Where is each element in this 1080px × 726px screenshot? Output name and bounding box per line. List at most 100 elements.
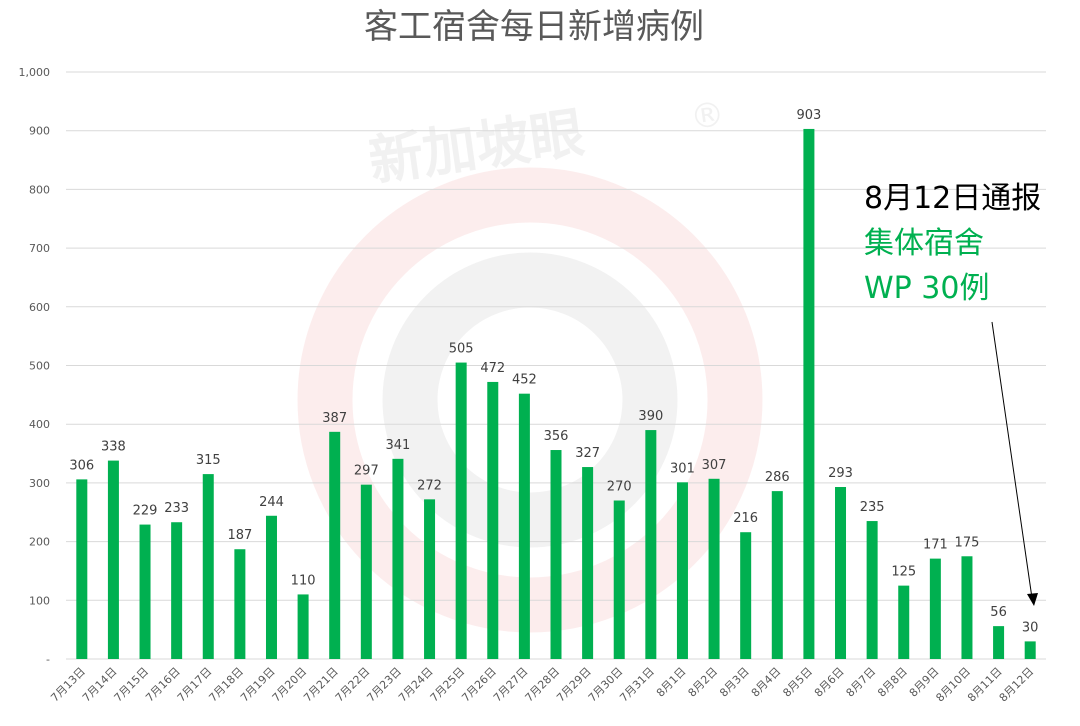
data-label: 301	[670, 461, 695, 476]
bar	[708, 478, 720, 659]
bar	[929, 558, 941, 659]
data-label: 315	[196, 453, 221, 468]
watermark: 新加坡眼 ®	[297, 94, 763, 633]
x-tick-label: 8月1日	[654, 665, 689, 700]
bar	[676, 482, 688, 659]
bar	[961, 556, 973, 659]
data-label: 187	[227, 528, 252, 543]
y-tick-label: 400	[29, 418, 50, 431]
annotation-arrow-line	[991, 321, 1033, 599]
data-label: 297	[354, 464, 379, 479]
data-label: 110	[291, 573, 316, 588]
data-label: 293	[828, 466, 853, 481]
bar	[360, 484, 372, 659]
x-tick-label: 8月3日	[717, 665, 752, 700]
bar	[455, 362, 467, 659]
data-label: 244	[259, 495, 284, 510]
bar	[234, 549, 246, 659]
data-label: 125	[891, 565, 916, 580]
annotation-line3: WP 30例	[864, 271, 989, 306]
x-tick-label: 8月12日	[997, 665, 1037, 705]
data-label: 216	[733, 511, 758, 526]
bar	[297, 594, 309, 659]
bar	[171, 522, 183, 659]
bar	[550, 450, 562, 659]
grid-layer	[66, 71, 1046, 660]
data-label: 390	[638, 409, 663, 424]
y-tick-label: 200	[29, 536, 50, 549]
bar	[202, 474, 214, 659]
y-tick-label: 300	[29, 477, 50, 490]
bar	[329, 431, 341, 659]
data-label: 505	[449, 342, 474, 357]
data-labels: 306 338 229 233 315 187 244 110 387 297 341 272 505 4…	[69, 108, 1038, 635]
bar	[740, 532, 752, 659]
bar	[613, 500, 625, 659]
bar	[518, 393, 530, 659]
data-label: 270	[607, 480, 632, 495]
x-tick-label: 8月6日	[812, 665, 847, 700]
data-label: 472	[480, 361, 505, 376]
data-label: 171	[923, 538, 948, 553]
data-label: 327	[575, 446, 600, 461]
chart-title: 客工宿舍每日新增病例	[364, 7, 704, 47]
watermark-ring-outer	[297, 167, 763, 633]
y-tick-label: -	[46, 653, 50, 666]
bar	[898, 585, 910, 659]
data-label: 338	[101, 440, 126, 455]
data-label: 233	[164, 501, 189, 516]
bar	[107, 460, 119, 659]
x-tick-label: 8月2日	[686, 665, 721, 700]
bar	[139, 524, 151, 659]
bar	[424, 499, 436, 659]
bar	[392, 458, 404, 659]
annotation-arrow-head	[1027, 593, 1038, 606]
bar	[803, 128, 815, 660]
data-label: 56	[990, 605, 1007, 620]
data-label: 229	[133, 504, 158, 519]
bar	[76, 479, 88, 659]
y-tick-label: 600	[29, 301, 50, 314]
data-label: 903	[796, 108, 821, 123]
bar	[487, 381, 499, 659]
watermark-ring-inner	[382, 252, 678, 548]
y-tick-label: 900	[29, 125, 50, 138]
bar	[582, 467, 594, 659]
bar	[1024, 641, 1036, 659]
y-axis-ticks: - 100 200 300 400 500 600 700 800 900 1,000	[19, 66, 51, 666]
bar	[265, 515, 277, 659]
y-tick-label: 1,000	[19, 66, 51, 79]
bar	[993, 626, 1005, 659]
y-tick-label: 800	[29, 183, 50, 196]
x-tick-label: 8月5日	[780, 665, 815, 700]
y-tick-label: 700	[29, 242, 50, 255]
bar	[645, 430, 657, 659]
data-label: 452	[512, 373, 537, 388]
x-axis-ticks: 7月13日7月14日7月15日7月16日7月17日7月18日7月19日7月20日…	[48, 665, 1036, 705]
x-tick-label: 8月8日	[875, 665, 910, 700]
annotation-line1: 8月12日通报	[864, 181, 1041, 216]
y-tick-label: 100	[29, 594, 50, 607]
data-label: 356	[544, 429, 569, 444]
watermark-registered-mark: ®	[688, 94, 727, 138]
x-tick-label: 8月7日	[844, 665, 879, 700]
annotation: 8月12日通报 集体宿舍 WP 30例	[864, 181, 1041, 606]
annotation-line2: 集体宿舍	[864, 226, 984, 261]
data-label: 235	[860, 500, 885, 515]
data-label: 286	[765, 470, 790, 485]
data-label: 341	[386, 438, 411, 453]
data-label: 30	[1022, 620, 1039, 635]
data-label: 387	[322, 411, 347, 426]
data-label: 175	[955, 535, 980, 550]
y-tick-label: 500	[29, 360, 50, 373]
bar	[835, 487, 847, 659]
data-label: 272	[417, 478, 442, 493]
x-tick-label: 7月31日	[617, 665, 657, 705]
bar	[771, 491, 783, 659]
x-tick-label: 8月4日	[749, 665, 784, 700]
bar	[866, 521, 878, 659]
bars	[76, 128, 1036, 660]
data-label: 306	[69, 458, 94, 473]
data-label: 307	[702, 458, 727, 473]
